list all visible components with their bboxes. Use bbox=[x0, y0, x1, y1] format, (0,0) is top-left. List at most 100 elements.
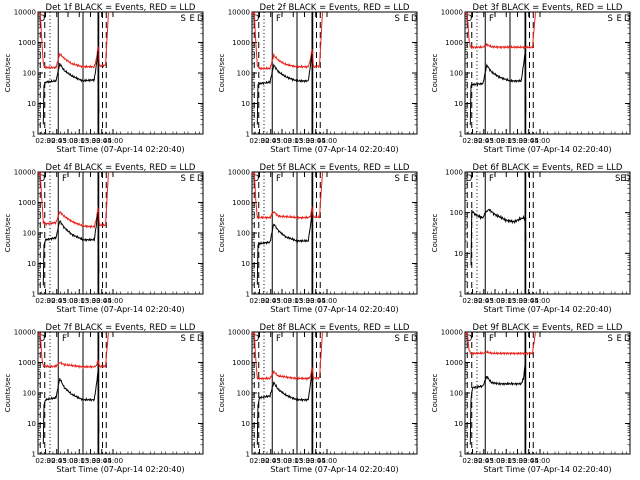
lld-rate-line bbox=[38, 332, 109, 370]
event-rate-line bbox=[469, 365, 527, 445]
event-rate-line bbox=[256, 212, 314, 285]
y-tick-label: 10 bbox=[241, 100, 250, 108]
event-rate-line bbox=[42, 370, 100, 445]
event-marker-label: F bbox=[62, 174, 67, 184]
x-axis-label: Start Time (07-Apr-14 02:20:40) bbox=[56, 145, 184, 154]
event-rate-line bbox=[42, 51, 100, 125]
event-marker-label: D bbox=[39, 334, 46, 344]
event-marker-label: F bbox=[276, 14, 281, 24]
y-tick-label: 1000 bbox=[232, 359, 250, 367]
event-marker-label: S bbox=[608, 14, 613, 24]
event-marker-label: D bbox=[197, 174, 204, 184]
x-tick-label: 03:00 bbox=[485, 297, 505, 305]
plot-frame bbox=[37, 11, 204, 135]
y-tick-label: 10 bbox=[241, 260, 250, 268]
x-tick-label: 03:15 bbox=[69, 137, 89, 145]
x-tick-label: 03:15 bbox=[283, 297, 303, 305]
event-marker-label: D bbox=[411, 174, 418, 184]
x-tick-label: 04:00 bbox=[103, 457, 123, 465]
y-tick-label: 100 bbox=[237, 70, 250, 78]
event-marker-label: D bbox=[197, 334, 204, 344]
event-marker-label: S bbox=[395, 174, 400, 184]
x-axis-label: Start Time (07-Apr-14 02:20:40) bbox=[270, 305, 398, 314]
detector-panel: Det 3f BLACK = Events, RED = LLD Counts/s… bbox=[431, 3, 631, 154]
y-tick-label: 10000 bbox=[441, 9, 463, 17]
x-tick-label: 03:00 bbox=[485, 457, 505, 465]
y-tick-label: 10000 bbox=[14, 9, 36, 17]
x-tick-label: 03:30 bbox=[507, 457, 527, 465]
y-axis-label: Counts/sec bbox=[4, 214, 12, 253]
y-tick-label: 10000 bbox=[228, 9, 250, 17]
y-tick-label: 1 bbox=[459, 451, 463, 459]
x-tick-label: 03:45 bbox=[92, 137, 112, 145]
y-tick-label: 10 bbox=[454, 100, 463, 108]
x-tick-label: 03:15 bbox=[496, 137, 516, 145]
x-tick-label: 02:45 bbox=[261, 457, 281, 465]
x-tick-label: 02:30 bbox=[462, 297, 482, 305]
detector-panel: Det 5f BLACK = Events, RED = LLD Counts/s… bbox=[218, 163, 418, 314]
y-axis-label: Counts/sec bbox=[431, 54, 439, 93]
x-axis-label: Start Time (07-Apr-14 02:20:40) bbox=[483, 305, 611, 314]
x-tick-label: 02:45 bbox=[474, 297, 494, 305]
lld-rate-line bbox=[465, 12, 536, 50]
y-axis-label: Counts/sec bbox=[431, 214, 439, 253]
event-marker-label: D bbox=[466, 14, 473, 24]
x-tick-label: 03:45 bbox=[92, 457, 112, 465]
event-rate-line bbox=[469, 53, 527, 126]
y-tick-label: 100 bbox=[450, 70, 463, 78]
event-marker-label: F bbox=[276, 334, 281, 344]
lld-rate-line bbox=[252, 172, 323, 220]
event-marker-label: S bbox=[181, 174, 186, 184]
y-tick-label: 1000 bbox=[232, 39, 250, 47]
x-tick-label: 03:45 bbox=[519, 297, 539, 305]
x-tick-label: 02:30 bbox=[35, 297, 55, 305]
event-marker-label: F bbox=[62, 334, 67, 344]
y-tick-label: 100 bbox=[237, 390, 250, 398]
event-marker-label: E bbox=[404, 14, 409, 24]
panel-title: Det 6f BLACK = Events, RED = LLD bbox=[473, 163, 623, 173]
x-tick-label: 03:30 bbox=[294, 297, 314, 305]
event-marker-label: D bbox=[411, 14, 418, 24]
event-marker-label: S bbox=[395, 14, 400, 24]
y-tick-label: 100 bbox=[23, 390, 36, 398]
event-marker-label: F bbox=[276, 174, 281, 184]
x-tick-label: 03:45 bbox=[306, 137, 326, 145]
y-tick-label: 100 bbox=[450, 390, 463, 398]
y-tick-label: 100 bbox=[23, 230, 36, 238]
x-axis-label: Start Time (07-Apr-14 02:20:40) bbox=[270, 145, 398, 154]
event-marker-label: D bbox=[253, 334, 260, 344]
x-tick-label: 03:15 bbox=[69, 297, 89, 305]
x-tick-label: 03:30 bbox=[507, 297, 527, 305]
y-axis-label: Counts/sec bbox=[218, 374, 226, 413]
y-tick-label: 10000 bbox=[441, 329, 463, 337]
x-tick-label: 02:45 bbox=[47, 457, 67, 465]
x-tick-label: 04:00 bbox=[317, 297, 337, 305]
detector-panel: Det 2f BLACK = Events, RED = LLD Counts/s… bbox=[218, 3, 418, 154]
lld-rate-line bbox=[252, 332, 323, 381]
x-axis-label: Start Time (07-Apr-14 02:20:40) bbox=[56, 465, 184, 474]
event-marker-label: D bbox=[253, 14, 260, 24]
y-tick-label: 1000 bbox=[445, 169, 463, 177]
x-tick-label: 03:45 bbox=[92, 297, 112, 305]
y-tick-label: 1 bbox=[246, 291, 250, 299]
x-tick-label: 03:30 bbox=[80, 297, 100, 305]
x-tick-label: 03:15 bbox=[496, 457, 516, 465]
y-tick-label: 10000 bbox=[228, 169, 250, 177]
panel-title: Det 2f BLACK = Events, RED = LLD bbox=[260, 3, 410, 13]
event-marker-label: E bbox=[190, 174, 195, 184]
panel-title: Det 4f BLACK = Events, RED = LLD bbox=[46, 163, 196, 173]
plot-frame bbox=[251, 171, 418, 295]
x-tick-label: 02:45 bbox=[474, 457, 494, 465]
x-tick-label: 03:15 bbox=[283, 137, 303, 145]
y-tick-label: 1000 bbox=[18, 199, 36, 207]
event-marker-label: E bbox=[190, 334, 195, 344]
y-tick-label: 1000 bbox=[18, 39, 36, 47]
plot-frame bbox=[251, 331, 418, 455]
event-marker-label: F bbox=[489, 174, 494, 184]
detector-panel: Det 9f BLACK = Events, RED = LLD Counts/s… bbox=[431, 323, 631, 474]
x-tick-label: 04:00 bbox=[530, 137, 550, 145]
lld-rate-line bbox=[465, 332, 536, 356]
x-tick-label: 02:30 bbox=[35, 457, 55, 465]
event-rate-line bbox=[256, 372, 314, 445]
